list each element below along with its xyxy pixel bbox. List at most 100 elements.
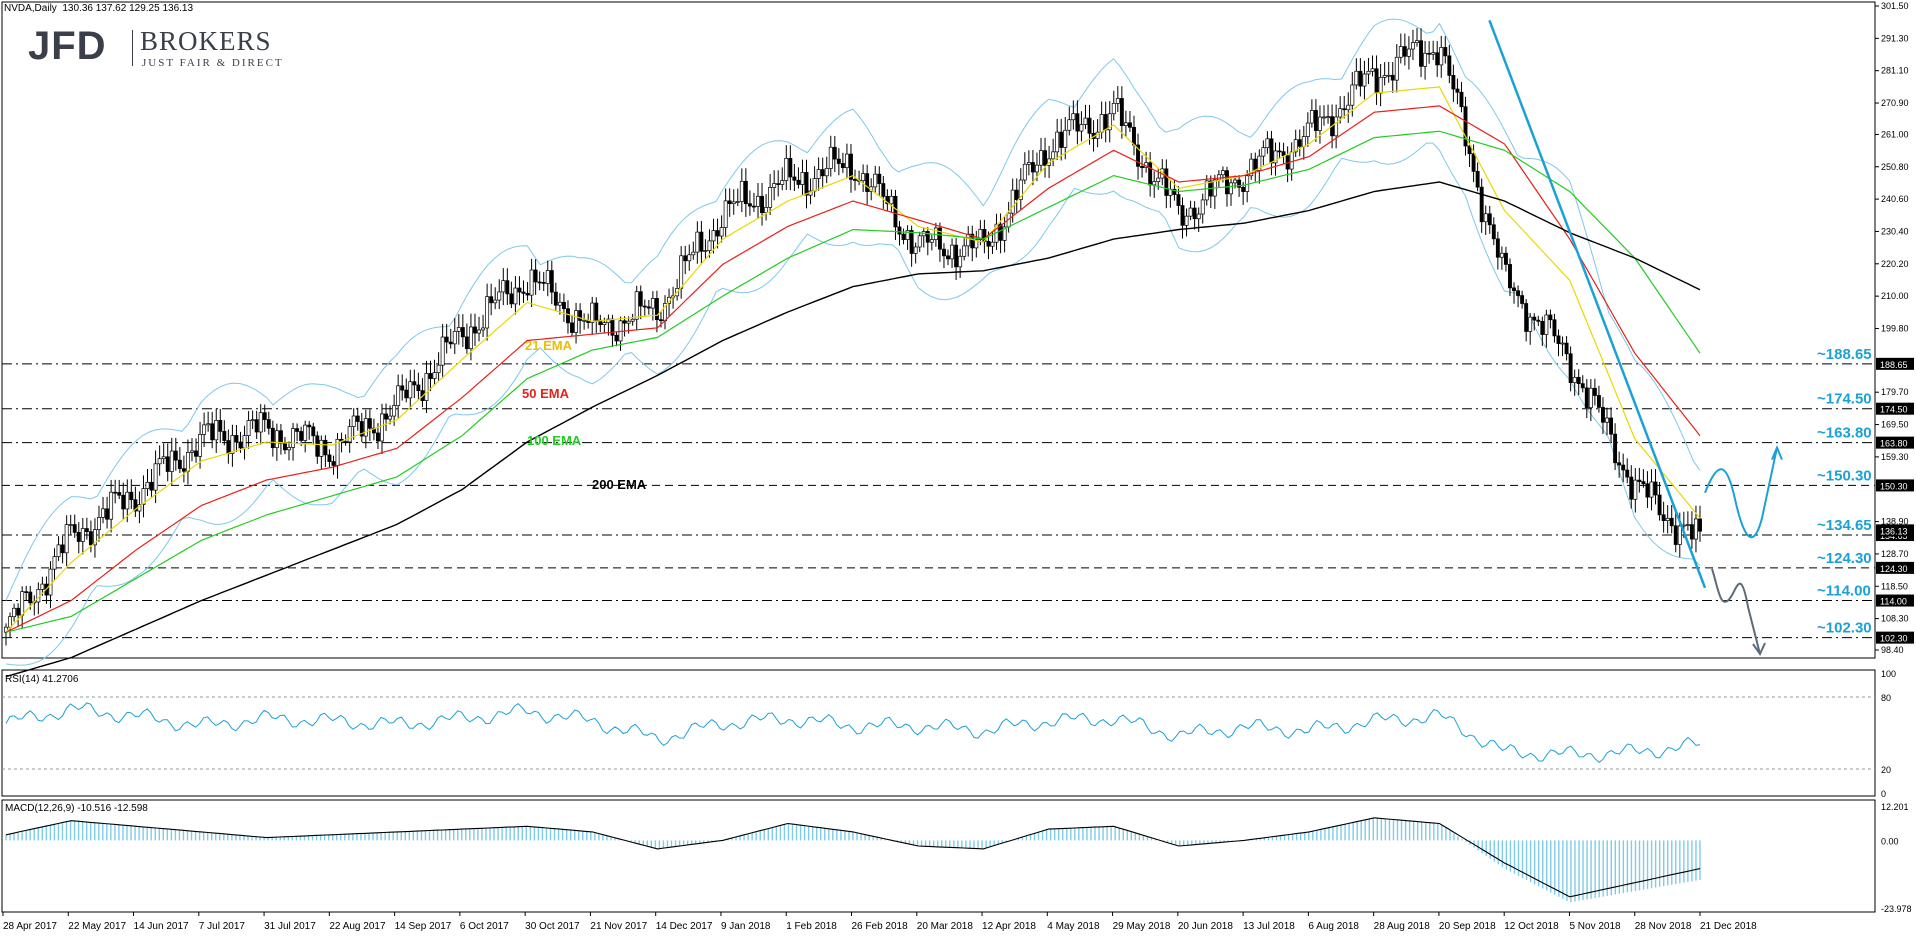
candle-body — [1524, 303, 1529, 332]
candle-body — [1552, 319, 1557, 337]
candle-body — [1548, 314, 1553, 321]
y-tick-label-2: 281.10 — [1881, 66, 1909, 76]
candle-body — [278, 430, 283, 444]
candle-body — [800, 172, 805, 185]
candle-body — [840, 163, 845, 169]
candle-body — [367, 418, 372, 429]
level-box-text-1: 174.50 — [1880, 405, 1908, 415]
candle-body — [614, 334, 619, 342]
y-tick-label-1: 291.30 — [1881, 33, 1909, 43]
x-tick-label-22: 20 Sep 2018 — [1439, 921, 1496, 932]
ema-label-3: 200 EMA — [592, 477, 647, 492]
candle-body — [574, 310, 579, 333]
ema-label-1: 50 EMA — [522, 386, 570, 401]
x-tick-label-16: 4 May 2018 — [1047, 921, 1100, 932]
candle-body — [194, 450, 198, 457]
candle-body — [780, 180, 785, 185]
candle-body — [1362, 73, 1367, 87]
candle-body — [448, 341, 453, 345]
candle-body — [1694, 518, 1698, 540]
candle-body — [1265, 138, 1270, 148]
candle-body — [1148, 162, 1153, 186]
candle-body — [262, 412, 267, 420]
candle-body — [513, 287, 518, 305]
candle-body — [760, 195, 764, 214]
candle-body — [1301, 136, 1306, 147]
level-box-1 — [1876, 402, 1914, 415]
candle-body — [792, 176, 797, 181]
level-label-7: ~102.30 — [1817, 620, 1872, 637]
candle-body — [909, 230, 914, 254]
rsi-tick-1: 80 — [1881, 693, 1891, 703]
candle-body — [743, 180, 748, 204]
candle-body — [650, 298, 655, 309]
y-tick-label-6: 240.60 — [1881, 194, 1909, 204]
candle-body — [570, 322, 574, 333]
candle-body — [1378, 76, 1383, 94]
candle-body — [473, 326, 477, 334]
candle-body — [901, 233, 906, 240]
candle-body — [392, 405, 397, 417]
candle-body — [1318, 116, 1322, 131]
candle-body — [622, 320, 627, 324]
candle-body — [747, 203, 752, 207]
candle-body — [1103, 114, 1108, 131]
candle-body — [735, 201, 740, 203]
candle-body — [1115, 98, 1120, 104]
candle-body — [1083, 117, 1088, 125]
candle-body — [594, 302, 599, 321]
candle-body — [1071, 113, 1076, 121]
candle-body — [905, 230, 910, 240]
level-box-text-6: 114.00 — [1880, 597, 1907, 607]
candle-body — [889, 195, 894, 205]
candle-body — [1447, 55, 1452, 76]
candle-body — [727, 200, 732, 205]
candle-body — [1698, 518, 1702, 532]
candle-body — [1309, 110, 1314, 124]
x-tick-label-11: 9 Jan 2018 — [721, 921, 771, 932]
level-label-3: ~150.30 — [1817, 467, 1872, 484]
candle-body — [1613, 433, 1618, 464]
candle-body — [1123, 122, 1128, 126]
candle-body — [359, 421, 364, 437]
candle-body — [654, 298, 659, 321]
candle-body — [788, 158, 793, 178]
candle-body — [541, 282, 546, 284]
candle-body — [109, 491, 114, 520]
candle-body — [1127, 122, 1132, 128]
candle-body — [1661, 514, 1666, 521]
candle-body — [630, 318, 635, 322]
candle-body — [173, 450, 178, 461]
candle-body — [1119, 98, 1124, 126]
candle-body — [832, 146, 837, 160]
candle-body — [1342, 108, 1347, 111]
candle-body — [1499, 252, 1504, 258]
candle-body — [283, 443, 287, 451]
candle-body — [1398, 46, 1403, 58]
candle-body — [998, 223, 1003, 241]
candle-body — [323, 439, 328, 456]
candle-body — [1225, 170, 1229, 195]
candle-body — [1043, 150, 1047, 166]
candle-body — [1410, 42, 1415, 50]
candle-body — [270, 427, 275, 449]
x-tick-label-19: 13 Jul 2018 — [1243, 921, 1295, 932]
candle-body — [1431, 52, 1436, 55]
candle-body — [440, 336, 445, 366]
x-tick-label-13: 26 Feb 2018 — [852, 921, 909, 932]
candle-body — [1241, 186, 1246, 192]
candle-body — [1653, 481, 1658, 496]
candle-body — [1689, 524, 1694, 540]
candle-body — [1136, 144, 1140, 167]
candle-body — [950, 244, 955, 260]
y-tick-label-16: 118.50 — [1881, 581, 1908, 591]
candle-body — [1322, 116, 1326, 119]
candle-body — [206, 423, 211, 426]
symbol-label: NVDA,Daily — [4, 3, 57, 14]
ema-line-3 — [5, 181, 1701, 678]
candle-body — [1685, 524, 1690, 526]
ohlc-values: 130.36 137.62 129.25 136.13 — [62, 3, 194, 14]
candle-body — [525, 293, 530, 296]
candle-body — [1277, 150, 1282, 153]
candle-body — [768, 187, 773, 208]
